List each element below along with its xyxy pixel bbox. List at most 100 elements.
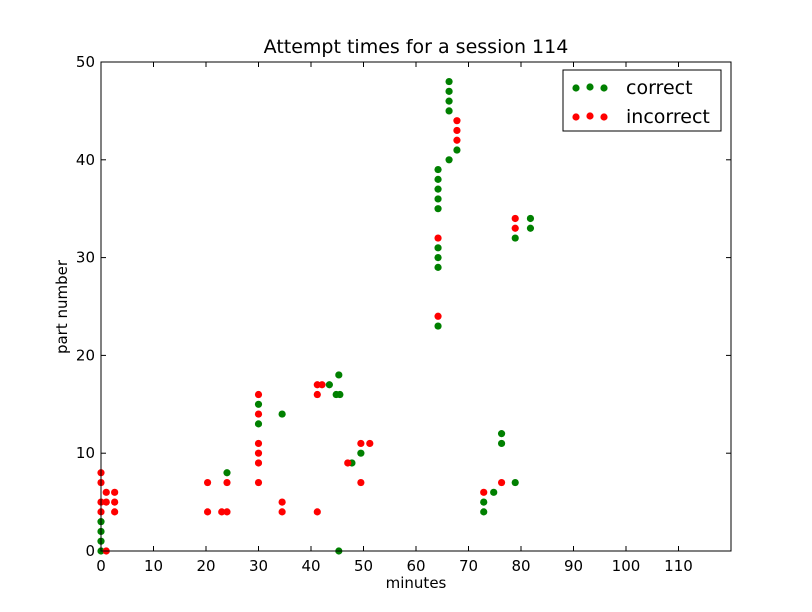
incorrect-point xyxy=(366,439,374,448)
x-tick-label: 50 xyxy=(354,557,373,575)
legend-label-incorrect: incorrect xyxy=(626,106,710,128)
incorrect-point xyxy=(453,117,461,125)
x-tick-label: 70 xyxy=(459,557,478,575)
incorrect-point xyxy=(453,136,461,144)
incorrect-point xyxy=(357,478,365,487)
incorrect-point xyxy=(278,498,286,506)
correct-point xyxy=(434,185,442,193)
x-tick-label: 30 xyxy=(249,557,268,575)
correct-point xyxy=(278,410,286,418)
correct-point xyxy=(526,214,535,223)
legend-marker-incorrect xyxy=(586,112,594,120)
correct-point xyxy=(434,254,442,262)
x-tick-label: 40 xyxy=(301,557,320,575)
incorrect-point xyxy=(254,449,263,457)
correct-point xyxy=(497,430,506,438)
y-tick-label: 50 xyxy=(76,53,95,71)
incorrect-point xyxy=(111,508,119,516)
y-axis-label: part number xyxy=(53,259,71,354)
incorrect-point xyxy=(480,488,488,496)
incorrect-point xyxy=(318,381,326,389)
correct-point xyxy=(434,322,442,330)
correct-point xyxy=(445,77,453,86)
data-points xyxy=(97,77,535,555)
legend-marker-incorrect xyxy=(572,113,580,121)
legend-marker-correct xyxy=(586,83,594,91)
x-tick-label: 100 xyxy=(612,557,641,575)
correct-point xyxy=(325,381,333,389)
y-tick-label: 0 xyxy=(85,542,95,560)
correct-point xyxy=(434,165,442,174)
y-tick-label: 40 xyxy=(76,151,95,169)
incorrect-point xyxy=(254,439,263,448)
incorrect-point xyxy=(111,498,119,506)
correct-point xyxy=(480,498,488,506)
correct-point xyxy=(254,400,263,408)
legend-box xyxy=(562,69,722,132)
incorrect-point xyxy=(111,488,119,496)
correct-point xyxy=(335,371,343,379)
plot-area xyxy=(101,62,731,551)
legend-marker-correct xyxy=(572,84,580,92)
incorrect-point xyxy=(223,508,231,516)
incorrect-point xyxy=(313,508,321,516)
x-tick-label: 0 xyxy=(96,557,106,575)
x-tick-label: 20 xyxy=(196,557,215,575)
y-tick-label: 30 xyxy=(76,249,95,267)
correct-point xyxy=(445,107,453,115)
correct-point xyxy=(434,205,442,213)
x-tick-label: 80 xyxy=(511,557,530,575)
correct-point xyxy=(480,508,488,516)
x-tick-label: 60 xyxy=(406,557,425,575)
incorrect-point xyxy=(434,312,442,320)
correct-point xyxy=(357,449,365,457)
plot-frame xyxy=(100,61,732,552)
y-tick-label: 20 xyxy=(76,346,95,364)
correct-point xyxy=(254,420,263,428)
legend-label-correct: correct xyxy=(626,77,693,99)
incorrect-point xyxy=(203,478,212,487)
incorrect-point xyxy=(102,488,110,496)
correct-point xyxy=(526,224,535,232)
incorrect-point xyxy=(254,478,263,487)
legend: correct incorrect xyxy=(562,69,722,132)
x-tick-label: 110 xyxy=(664,557,693,575)
incorrect-point xyxy=(344,459,352,467)
incorrect-point xyxy=(497,478,506,487)
incorrect-point xyxy=(223,478,231,487)
axis-ticks: 0 10 20 30 40 50 60 70 80 90 100 110 0 10 20 30 40 50 xyxy=(76,53,731,575)
incorrect-point xyxy=(313,390,321,399)
correct-point xyxy=(445,156,453,164)
incorrect-point xyxy=(102,498,110,506)
incorrect-point xyxy=(434,234,442,242)
incorrect-point xyxy=(254,410,263,418)
correct-point xyxy=(511,478,519,487)
legend-marker-correct xyxy=(600,84,608,92)
correct-point xyxy=(511,234,519,242)
correct-point xyxy=(223,469,231,477)
y-tick-label: 10 xyxy=(76,444,95,462)
correct-point xyxy=(445,97,453,105)
x-tick-label: 10 xyxy=(144,557,163,575)
correct-point xyxy=(434,175,442,183)
incorrect-point xyxy=(218,508,226,516)
correct-point xyxy=(434,263,442,271)
correct-point xyxy=(336,390,344,399)
incorrect-point xyxy=(511,214,519,223)
incorrect-point xyxy=(453,126,461,135)
x-axis-label: minutes xyxy=(386,574,447,592)
correct-point xyxy=(453,146,461,154)
incorrect-point xyxy=(357,439,365,448)
incorrect-point xyxy=(254,459,263,467)
incorrect-point xyxy=(203,508,212,516)
correct-point xyxy=(434,244,442,252)
correct-point xyxy=(434,195,442,203)
x-tick-label: 90 xyxy=(564,557,583,575)
incorrect-point xyxy=(511,224,519,232)
legend-marker-incorrect xyxy=(600,113,608,121)
correct-point xyxy=(445,87,453,95)
correct-point xyxy=(490,488,498,496)
incorrect-point xyxy=(254,390,263,399)
correct-point xyxy=(497,439,506,448)
